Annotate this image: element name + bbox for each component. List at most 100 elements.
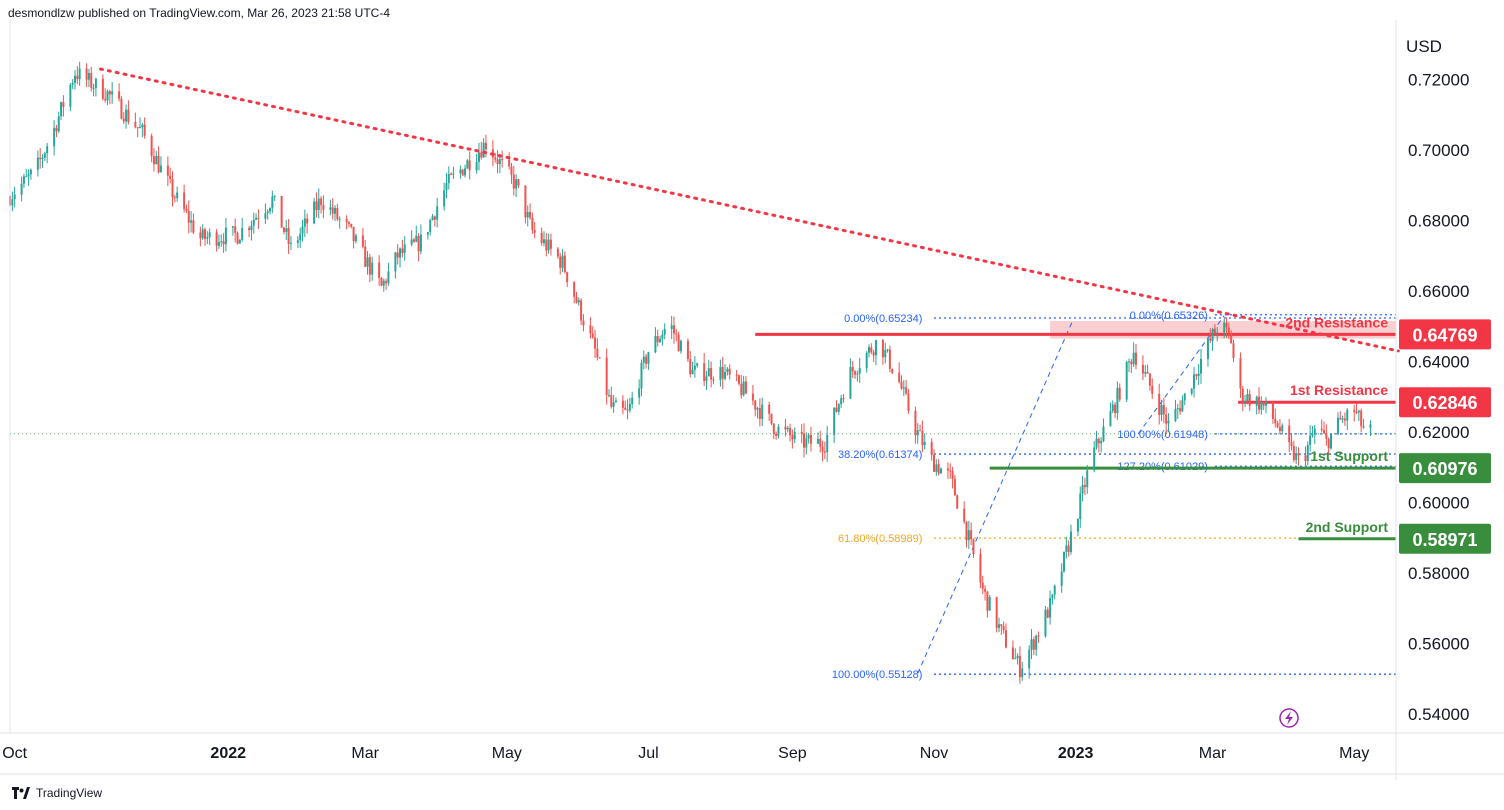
candle-body [1086,470,1089,488]
lightning-icon-bolt [1285,711,1293,725]
candle-body [306,218,309,224]
candle-body [1097,438,1100,444]
candle-body [935,464,938,472]
tradingview-footer[interactable]: TradingView [12,784,102,802]
candle-body [361,235,364,247]
x-tick-label: Jul [638,745,658,762]
candle-body [735,374,738,376]
candle-body [672,325,675,334]
candle-body [937,464,940,474]
candle-body [122,118,125,122]
y-tick-label: 0.70000 [1408,141,1469,160]
candle-body [819,438,822,447]
candle-body [78,68,81,80]
candle-body [888,349,891,369]
candle-body [345,218,348,223]
candle-body [540,232,543,244]
candle-body [106,91,109,101]
candle-body [605,357,608,395]
candle-body [60,102,63,117]
candle-body [777,426,780,436]
candle-body [208,232,211,238]
candle-body [1306,444,1309,462]
candle-body [1341,418,1344,420]
candle-body [751,393,754,401]
candle-body [187,210,190,223]
candle-body [36,157,39,170]
candle-body [1304,455,1307,462]
candle-body [1165,414,1168,424]
candle-body [1295,453,1298,461]
candle-body [972,539,975,555]
candle-body [257,217,260,219]
candle-body [956,495,959,509]
candle-body [575,296,578,303]
candle-body [127,109,130,123]
candle-body [136,127,139,129]
candle-body [1327,438,1330,449]
candle-body [1002,626,1005,631]
candle-body [224,227,227,245]
candle-body [768,404,771,414]
x-tick-label: Sep [778,745,807,762]
candle-body [104,98,107,101]
level-label: 1st Support [1310,448,1388,464]
candle-body [874,340,877,356]
candle-body [1030,639,1033,650]
x-tick-label: Mar [351,745,379,762]
candle-body [1339,417,1342,420]
candle-body [559,256,562,268]
candle-body [851,367,854,372]
candle-body [55,127,58,132]
candle-body [419,234,422,252]
candle-body [775,433,778,436]
price-badge [1399,523,1491,554]
candle-body [833,407,836,435]
candle-body [1044,609,1047,637]
candle-body [217,242,220,246]
candle-body [461,169,464,176]
candle-body [1081,484,1084,494]
candle-body [387,271,390,284]
x-tick-label: 2022 [210,745,246,762]
candle-body [1183,393,1186,401]
candle-body [1199,358,1202,374]
price-chart[interactable]: 0.00%(0.65234) 38.20%(0.61374) 61.80%(0.58… [0,0,1504,780]
candle-body [173,197,176,199]
candle-body [231,226,234,228]
candle-body [589,325,592,334]
candle-body [1021,668,1024,678]
candle-body [41,157,44,160]
candle-body [410,239,413,245]
chart-misc [1279,708,1299,728]
y-tick-label: 0.68000 [1408,212,1469,231]
candle-body [919,430,922,432]
candle-body [380,278,383,286]
candle-body [967,530,970,541]
candle-body [87,73,90,80]
candle-body [1116,387,1119,414]
candle-body [1032,639,1035,650]
candle-body [598,357,601,359]
candle-body [443,190,446,207]
candle-body [159,165,162,173]
candle-body [1118,387,1121,400]
candle-body [459,169,462,174]
y-tick-label: 0.60000 [1408,493,1469,512]
axes: USD0.720000.700000.680000.660000.640000.… [0,20,1504,780]
candle-body [1035,635,1038,650]
candle-body [53,127,56,147]
candle-body [898,372,901,383]
candle-body [921,430,924,446]
candle-body [71,82,74,85]
candle-body [171,178,174,198]
candle-body [916,430,919,436]
candle-body [452,173,455,175]
candle-body [524,185,527,218]
candle-body [786,427,789,430]
candle-body [447,173,450,184]
candle-body [412,239,415,242]
y-tick-label: 0.64000 [1408,353,1469,372]
candle-body [248,227,251,230]
candle-body [1260,401,1263,410]
